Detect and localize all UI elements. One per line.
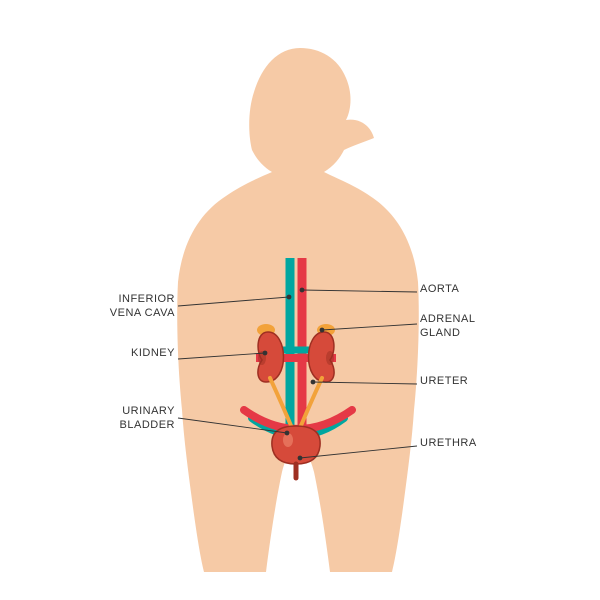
diagram-svg — [0, 0, 600, 600]
label-ivc: INFERIOR VENA CAVA — [110, 293, 175, 321]
label-urethra: URETHRA — [420, 437, 477, 451]
label-kidney: KIDNEY — [131, 347, 175, 361]
urinary-system-diagram: { "type": "infographic", "canvas": { "wi… — [0, 0, 600, 600]
label-ureter: URETER — [420, 375, 468, 389]
label-bladder: URINARY BLADDER — [120, 405, 175, 433]
label-adrenal: ADRENAL GLAND — [420, 313, 475, 341]
label-aorta: AORTA — [420, 283, 459, 297]
